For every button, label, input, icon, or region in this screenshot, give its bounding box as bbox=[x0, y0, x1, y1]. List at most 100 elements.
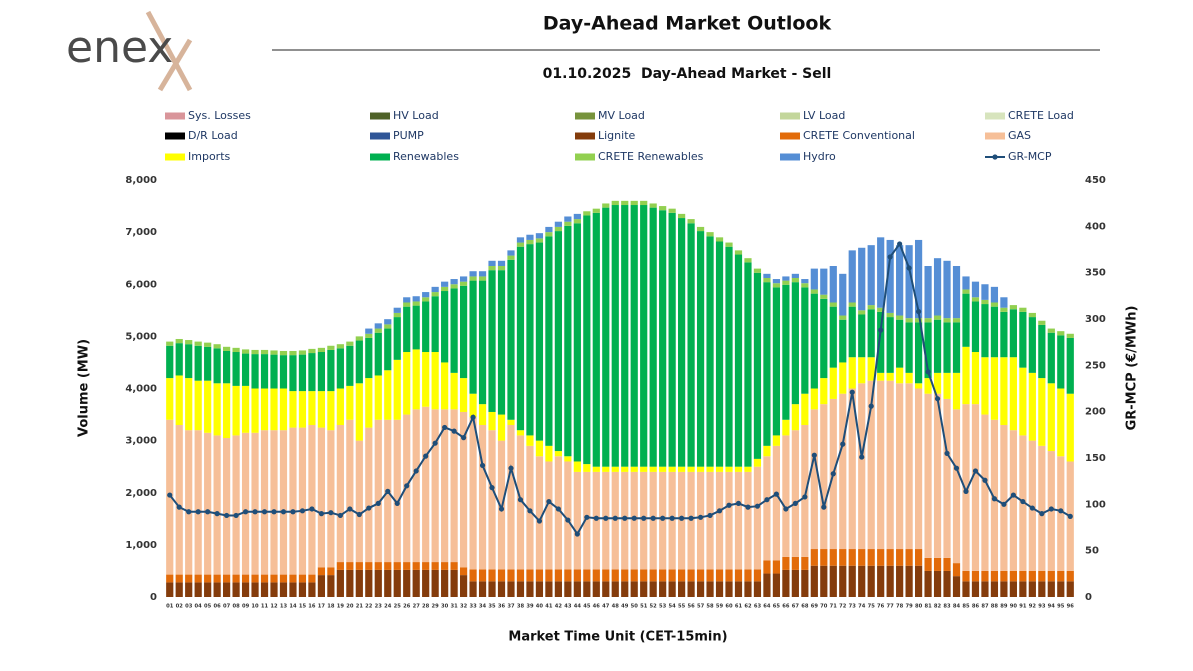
bar bbox=[573, 461, 581, 472]
bar bbox=[896, 367, 904, 384]
bar bbox=[384, 319, 392, 325]
x-tick-label: 64 bbox=[763, 604, 771, 610]
line-point bbox=[821, 504, 827, 510]
bar bbox=[204, 346, 212, 381]
bar bbox=[905, 565, 913, 597]
bar bbox=[412, 305, 420, 350]
bar bbox=[753, 466, 762, 570]
x-tick-label: 21 bbox=[356, 604, 364, 610]
bar bbox=[782, 419, 790, 436]
bar bbox=[1057, 388, 1065, 457]
bar bbox=[971, 301, 980, 353]
bar bbox=[706, 471, 714, 570]
bar bbox=[1009, 430, 1017, 571]
x-tick-label: 61 bbox=[735, 604, 743, 610]
bar bbox=[1028, 570, 1036, 582]
bar bbox=[744, 466, 752, 472]
y-tick-label: 3,000 bbox=[125, 436, 157, 447]
bar bbox=[706, 569, 714, 582]
bar bbox=[829, 367, 837, 399]
bar bbox=[260, 430, 269, 575]
bar bbox=[317, 352, 326, 392]
bar bbox=[725, 242, 733, 247]
bar bbox=[1038, 324, 1046, 379]
bar bbox=[706, 466, 714, 472]
bar bbox=[905, 549, 913, 566]
bar bbox=[782, 569, 790, 597]
x-tick-label: 02 bbox=[176, 604, 184, 610]
line-point bbox=[773, 491, 780, 497]
bar bbox=[336, 569, 344, 597]
bar bbox=[905, 318, 913, 323]
bar bbox=[232, 352, 240, 386]
bar bbox=[602, 207, 610, 467]
bar bbox=[1038, 570, 1046, 582]
line-point bbox=[925, 369, 931, 375]
bar bbox=[990, 306, 999, 358]
bar bbox=[355, 562, 363, 570]
bar bbox=[848, 388, 856, 550]
bar bbox=[441, 286, 449, 292]
bar bbox=[270, 582, 278, 597]
bar bbox=[839, 319, 847, 363]
bar bbox=[279, 582, 288, 597]
bar bbox=[1000, 424, 1008, 571]
bar bbox=[763, 273, 771, 278]
line-point bbox=[897, 241, 903, 247]
bar bbox=[858, 383, 866, 550]
bar bbox=[431, 292, 439, 297]
x-tick-label: 03 bbox=[185, 604, 193, 610]
bar bbox=[384, 562, 392, 570]
bar bbox=[251, 354, 259, 389]
bar bbox=[545, 461, 553, 570]
bar bbox=[839, 273, 847, 316]
x-tick-label: 01 bbox=[166, 604, 174, 610]
bar bbox=[583, 471, 591, 570]
bar bbox=[232, 582, 240, 597]
bar bbox=[924, 318, 932, 323]
bar bbox=[952, 318, 961, 323]
bar bbox=[535, 456, 544, 570]
bar bbox=[488, 569, 496, 582]
bar bbox=[175, 574, 183, 583]
bar bbox=[858, 357, 866, 384]
x-tick-label: 74 bbox=[858, 604, 866, 610]
line-point bbox=[299, 508, 306, 514]
line-point bbox=[802, 494, 808, 500]
bar bbox=[858, 314, 866, 358]
bar bbox=[1047, 581, 1055, 597]
bar bbox=[241, 349, 250, 354]
line-point bbox=[442, 424, 448, 431]
bar bbox=[952, 266, 961, 319]
x-tick-label: 30 bbox=[441, 604, 449, 610]
bar bbox=[507, 424, 515, 570]
x-tick-label: 05 bbox=[204, 604, 212, 610]
bar bbox=[431, 286, 439, 293]
bar bbox=[516, 242, 525, 247]
x-tick-label: 41 bbox=[545, 604, 553, 610]
bar bbox=[412, 409, 420, 563]
bar bbox=[772, 283, 781, 288]
x-tick-label: 84 bbox=[953, 604, 961, 610]
x-tick-label: 58 bbox=[706, 604, 714, 610]
x-tick-label: 20 bbox=[346, 604, 354, 610]
line-point bbox=[982, 477, 988, 483]
y2-tick-label: 200 bbox=[1085, 407, 1106, 418]
bar bbox=[459, 378, 468, 412]
bar bbox=[374, 328, 382, 333]
bar bbox=[213, 582, 221, 597]
line-point bbox=[565, 517, 571, 523]
bar bbox=[1038, 320, 1046, 325]
bar bbox=[459, 575, 468, 597]
bar bbox=[279, 574, 288, 583]
bar bbox=[971, 352, 980, 405]
bar bbox=[971, 281, 980, 298]
bar bbox=[422, 406, 430, 563]
bar bbox=[763, 445, 771, 457]
bar bbox=[952, 322, 961, 373]
bar bbox=[1047, 328, 1055, 333]
bar bbox=[896, 315, 904, 320]
bar bbox=[1066, 393, 1074, 462]
y-tick-label: 1,000 bbox=[125, 540, 157, 551]
x-tick-label: 44 bbox=[574, 604, 582, 610]
